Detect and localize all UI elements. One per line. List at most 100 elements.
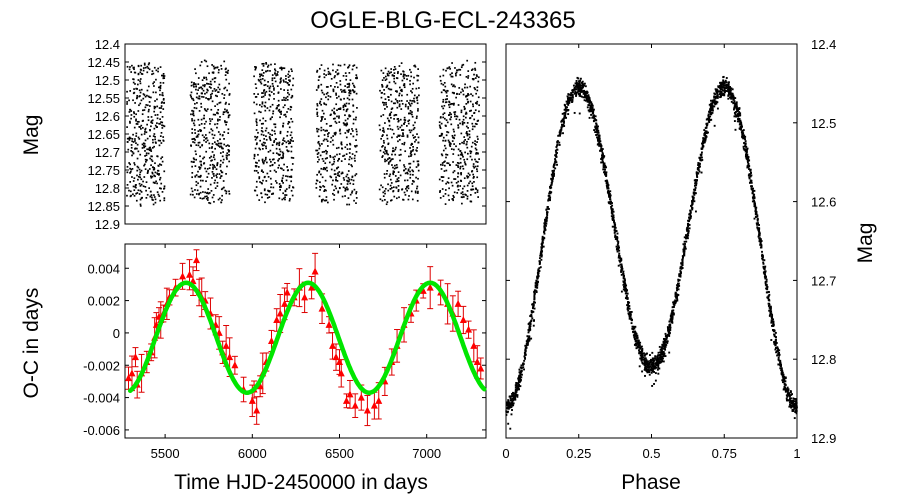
lightcurve-point: [407, 198, 410, 201]
lightcurve-point: [127, 148, 130, 151]
lightcurve-point: [211, 90, 214, 92]
phased-point: [524, 354, 527, 356]
lightcurve-point: [347, 170, 350, 172]
phased-point: [759, 246, 762, 249]
lightcurve-point: [404, 73, 406, 76]
lightcurve-point: [390, 108, 393, 111]
lightcurve-point: [149, 135, 151, 138]
lightcurve-point: [132, 133, 134, 136]
lightcurve-point: [214, 147, 217, 150]
lightcurve-point: [447, 67, 449, 70]
lightcurve-point: [198, 95, 201, 98]
lightcurve-point: [286, 98, 289, 101]
lightcurve-point: [288, 175, 291, 178]
phased-point: [744, 150, 747, 153]
phased-point: [758, 234, 760, 237]
lightcurve-point: [348, 163, 350, 166]
lightcurve-point: [153, 194, 155, 196]
lightcurve-point: [461, 141, 463, 144]
phased-point: [681, 261, 684, 264]
lightcurve-point: [279, 167, 282, 170]
lightcurve-point: [253, 155, 256, 157]
lightcurve-point: [138, 168, 141, 171]
lightcurve-point: [138, 104, 140, 107]
phased-point: [632, 330, 634, 333]
lightcurve-point: [133, 111, 135, 113]
lightcurve-point: [199, 86, 202, 89]
lightcurve-point: [283, 163, 285, 166]
lightcurve-point: [347, 130, 350, 132]
lightcurve-point: [162, 124, 165, 127]
lightcurve-point: [348, 89, 350, 92]
lightcurve-point: [454, 111, 457, 113]
lightcurve-point: [285, 188, 288, 190]
lightcurve-point: [325, 96, 327, 99]
lightcurve-point: [452, 148, 455, 151]
lightcurve-point: [469, 110, 471, 112]
lightcurve-point: [390, 71, 392, 74]
oc-point: [128, 369, 136, 377]
lightcurve-point: [449, 145, 452, 148]
lightcurve-point: [411, 198, 414, 201]
lightcurve-point: [478, 158, 480, 160]
lightcurve-point: [462, 115, 465, 118]
phased-point: [512, 396, 515, 399]
lightcurve-point: [277, 99, 280, 102]
lightcurve-point: [257, 131, 259, 134]
lightcurve-point: [344, 119, 347, 122]
phased-point: [566, 106, 568, 109]
lightcurve-point: [344, 187, 347, 190]
phased-point: [738, 118, 741, 120]
lightcurve-point: [205, 97, 207, 99]
lightcurve-point: [192, 97, 194, 100]
lightcurve-point: [162, 75, 165, 78]
lightcurve-point: [472, 188, 475, 191]
lightcurve-point: [466, 152, 469, 155]
phased-point: [580, 95, 583, 98]
lightcurve-point: [323, 167, 325, 169]
lightcurve-point: [213, 80, 216, 83]
phased-point: [657, 354, 660, 357]
lightcurve-point: [459, 122, 461, 125]
lightcurve-point: [136, 83, 139, 86]
lightcurve-point: [290, 150, 293, 153]
lightcurve-point: [459, 150, 462, 152]
lightcurve-point: [387, 74, 389, 77]
lightcurve-point: [154, 124, 157, 127]
phased-point: [579, 86, 582, 88]
phased-point: [642, 356, 645, 359]
lightcurve-point: [329, 85, 332, 87]
lightcurve-point: [287, 140, 290, 142]
lightcurve-point: [446, 121, 449, 124]
lightcurve-point: [385, 103, 387, 106]
lightcurve-point: [341, 195, 344, 198]
lightcurve-point: [265, 138, 268, 141]
lightcurve-point: [418, 94, 420, 97]
lightcurve-point: [217, 145, 220, 147]
phased-point: [696, 167, 699, 170]
lightcurve-point: [135, 87, 138, 90]
lightcurve-point: [215, 176, 218, 179]
phased-point: [722, 79, 725, 82]
lightcurve-point: [277, 159, 280, 162]
phased-point: [736, 110, 739, 113]
lightcurve-point: [198, 97, 201, 100]
lightcurve-point: [355, 76, 358, 79]
phased-point: [609, 198, 611, 201]
lightcurve-point: [316, 71, 318, 73]
lightcurve-point: [289, 105, 292, 108]
lightcurve-point: [399, 126, 402, 129]
lightcurve-point: [320, 64, 323, 66]
lightcurve-point: [200, 61, 203, 63]
oc-point: [124, 374, 132, 382]
phased-point: [790, 402, 793, 405]
lightcurve-point: [342, 155, 344, 157]
phased-point: [528, 339, 531, 342]
phased-point: [520, 364, 523, 367]
lightcurve-point: [152, 91, 155, 94]
lightcurve-point: [397, 189, 400, 191]
lightcurve-point: [334, 85, 336, 88]
lightcurve-point: [475, 188, 477, 190]
lightcurve-point: [350, 157, 353, 160]
lightcurve-point: [261, 130, 264, 133]
